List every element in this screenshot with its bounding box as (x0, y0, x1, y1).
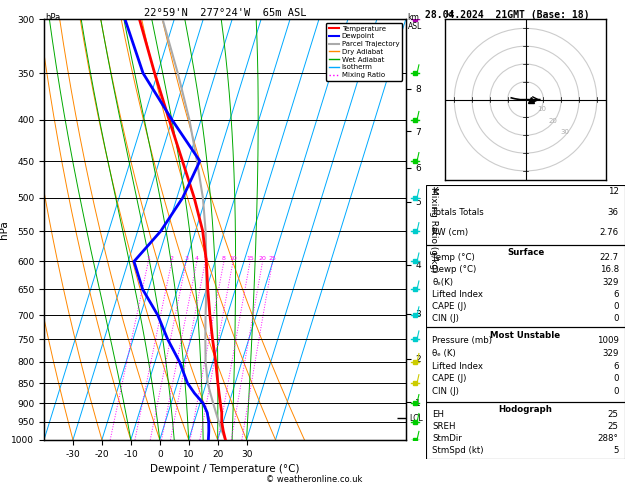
Text: 0: 0 (613, 387, 619, 396)
Text: 1: 1 (147, 257, 150, 261)
Text: 20: 20 (548, 118, 557, 124)
Text: 2.76: 2.76 (599, 228, 619, 237)
Text: 36: 36 (608, 208, 619, 217)
Y-axis label: Mixing Ratio (g/kg): Mixing Ratio (g/kg) (429, 187, 438, 273)
Text: 2: 2 (170, 257, 174, 261)
Text: 15: 15 (246, 257, 254, 261)
Text: Surface: Surface (507, 248, 544, 258)
Text: Totals Totals: Totals Totals (432, 208, 484, 217)
Text: CIN (J): CIN (J) (432, 387, 459, 396)
Text: Lifted Index: Lifted Index (432, 290, 484, 299)
Text: SREH: SREH (432, 422, 456, 431)
Legend: Temperature, Dewpoint, Parcel Trajectory, Dry Adiabat, Wet Adiabat, Isotherm, Mi: Temperature, Dewpoint, Parcel Trajectory… (326, 23, 402, 81)
Text: km
ASL: km ASL (408, 13, 422, 31)
Text: 25: 25 (269, 257, 276, 261)
Text: 329: 329 (603, 348, 619, 358)
Text: 5: 5 (613, 446, 619, 455)
Text: 10: 10 (537, 106, 546, 112)
Text: Hodograph: Hodograph (499, 405, 552, 414)
X-axis label: Dewpoint / Temperature (°C): Dewpoint / Temperature (°C) (150, 464, 299, 474)
Text: 22.7: 22.7 (599, 253, 619, 262)
Text: 30: 30 (560, 129, 569, 136)
Text: CIN (J): CIN (J) (432, 314, 459, 323)
Text: 0: 0 (613, 314, 619, 323)
Text: θₑ (K): θₑ (K) (432, 348, 456, 358)
Text: 22°59'N  277°24'W  65m ASL: 22°59'N 277°24'W 65m ASL (143, 8, 306, 18)
Text: hPa: hPa (45, 13, 60, 22)
Text: CAPE (J): CAPE (J) (432, 302, 467, 311)
Y-axis label: hPa: hPa (0, 220, 9, 239)
Text: 6: 6 (613, 290, 619, 299)
Text: Lifted Index: Lifted Index (432, 362, 484, 370)
Text: 0: 0 (613, 302, 619, 311)
Text: Temp (°C): Temp (°C) (432, 253, 475, 262)
Text: 25: 25 (608, 410, 619, 419)
Text: 3: 3 (184, 257, 188, 261)
Text: EH: EH (432, 410, 445, 419)
Text: Pressure (mb): Pressure (mb) (432, 336, 493, 345)
Text: 16.8: 16.8 (599, 265, 619, 275)
Text: 28.04.2024  21GMT (Base: 18): 28.04.2024 21GMT (Base: 18) (425, 10, 589, 20)
Text: kt: kt (445, 10, 454, 18)
Text: PW (cm): PW (cm) (432, 228, 469, 237)
Text: 1009: 1009 (597, 336, 619, 345)
Text: © weatheronline.co.uk: © weatheronline.co.uk (266, 474, 363, 484)
Text: 5: 5 (203, 257, 208, 261)
Text: Most Unstable: Most Unstable (491, 331, 560, 340)
Text: 6: 6 (613, 362, 619, 370)
Text: CAPE (J): CAPE (J) (432, 374, 467, 383)
Text: K: K (432, 188, 438, 196)
Text: 12: 12 (608, 188, 619, 196)
Text: 8: 8 (222, 257, 226, 261)
Text: 10: 10 (229, 257, 237, 261)
Text: 288°: 288° (598, 434, 619, 443)
Text: LCL: LCL (409, 414, 423, 423)
Text: Dewp (°C): Dewp (°C) (432, 265, 477, 275)
Text: StmSpd (kt): StmSpd (kt) (432, 446, 484, 455)
Text: 4: 4 (195, 257, 199, 261)
Text: 0: 0 (613, 374, 619, 383)
Text: 20: 20 (259, 257, 267, 261)
Text: 329: 329 (603, 278, 619, 287)
Text: StmDir: StmDir (432, 434, 462, 443)
Text: 25: 25 (608, 422, 619, 431)
Text: θₑ(K): θₑ(K) (432, 278, 454, 287)
